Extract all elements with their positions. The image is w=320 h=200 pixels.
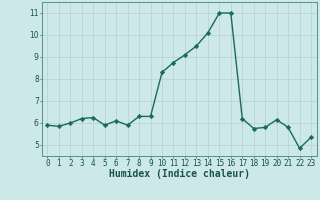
X-axis label: Humidex (Indice chaleur): Humidex (Indice chaleur) (109, 169, 250, 179)
